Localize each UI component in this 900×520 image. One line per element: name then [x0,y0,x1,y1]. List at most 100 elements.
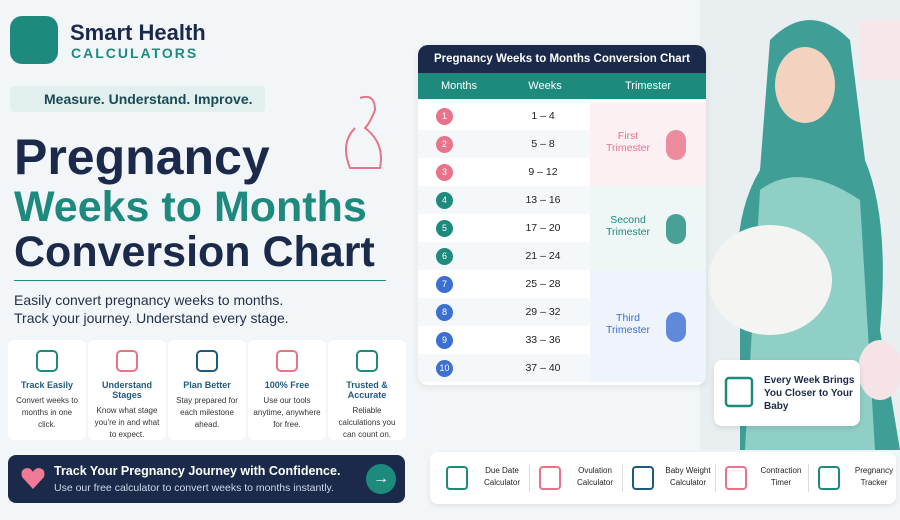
calendar [724,376,754,408]
tool-item[interactable]: Baby Weight Calculator [622,460,715,496]
brand-name: Smart Health [70,20,206,45]
pregnant-outline [345,95,382,169]
tool-item[interactable]: Ovulation Calculator [529,460,622,496]
table-title: Pregnancy Weeks to Months Conversion Cha… [418,45,706,73]
tool-divider [715,464,716,492]
month-number: 9 [436,332,453,349]
teddy [858,340,900,400]
heart-icon [21,468,45,489]
table-row: 1 1 – 4 [418,102,590,130]
tool-icon [632,466,654,490]
feature-title: Track Easily [20,380,74,390]
month-number: 3 [436,164,453,181]
table-row: 10 37 – 40 [418,354,590,382]
tool-item[interactable]: Due Date Calculator [436,460,529,496]
feature-icon [356,350,378,372]
feature-card: Trusted & Accurate Reliable calculations … [328,340,406,440]
month-number: 10 [436,360,453,377]
feature-text: Reliable calculations you can count on. [338,406,396,439]
tool-icon [725,466,747,490]
weeks-range: 13 – 16 [525,194,561,206]
feature-text: Convert weeks to months in one click. [16,396,78,429]
cta-banner: Track Your Pregnancy Journey with Confid… [8,455,405,503]
trimester-band [590,102,706,186]
photo-illustration [700,0,900,450]
logo [10,16,58,64]
promo-card: Every Week Brings You Closer to Your Bab… [714,360,860,426]
heart [21,468,45,489]
tool-label: Baby Weight Calculator [665,466,711,487]
calendar-icon [724,376,754,408]
title-line3: Conversion Chart [14,228,375,276]
divider [14,280,386,281]
table-row: 5 17 – 20 [418,214,590,242]
feature-icon [36,350,58,372]
month-number: 2 [436,136,453,153]
weeks-range: 17 – 20 [525,222,561,234]
feature-card: 100% Free Use our tools anytime, anywhere… [248,340,326,440]
weeks-range: 9 – 12 [528,166,558,178]
tools-bar: Due Date Calculator Ovulation Calculator B… [430,452,896,504]
weeks-range: 1 – 4 [531,110,555,122]
title-line2: Weeks to Months [14,183,367,231]
column-header: Months [418,73,500,99]
table-row: 3 9 – 12 [418,158,590,186]
trimester-label: First Trimester [606,130,650,154]
title-line1: Pregnancy [14,129,270,185]
trimester-figure [666,130,686,160]
weeks-range: 37 – 40 [525,362,561,374]
feature-text: Stay prepared for each milestone ahead. [176,396,238,429]
table-row: 7 25 – 28 [418,270,590,298]
cta-title: Track Your Pregnancy Journey with Confid… [54,464,341,478]
tool-divider [529,464,530,492]
trimester-band [590,186,706,270]
trimester-label: Second Trimester [606,214,650,238]
column-header: Weeks [500,73,590,99]
tool-label: Pregnancy Tracker [854,466,894,487]
weeks-range: 21 – 24 [525,250,561,262]
tool-label: Due Date Calculator [483,466,520,487]
feature-icon [116,350,138,372]
tool-icon [446,466,468,490]
table-row: 2 5 – 8 [418,130,590,158]
feature-icon [196,350,218,372]
feature-title: Trusted & Accurate [346,380,388,400]
tool-divider [808,464,809,492]
table-row: 4 13 – 16 [418,186,590,214]
face [775,47,835,123]
trimester-band [590,270,706,382]
promo-text: Every Week Brings You Closer to Your Bab… [764,375,855,412]
tool-label: Contraction Timer [760,466,802,487]
feature-card: Track Easily Convert weeks to months in o… [8,340,86,440]
feature-text: Use our tools anytime, anywhere for free… [253,396,321,429]
outline-path [345,95,382,169]
feature-title: Understand Stages [101,380,152,400]
feature-card: Understand Stages Know what stage you're … [88,340,166,440]
table-row: 8 29 – 32 [418,298,590,326]
feature-card: Plan Better Stay prepared for each milest… [168,340,246,440]
weeks-range: 29 – 32 [525,306,561,318]
description: Easily convert pregnancy weeks to months… [14,292,284,308]
feature-icon [276,350,298,372]
table-row: 9 33 – 36 [418,326,590,354]
tool-item[interactable]: Pregnancy Tracker [808,460,900,496]
wall-frame [860,20,900,80]
cta-text: Use our free calculator to convert weeks… [54,482,334,494]
badge: Measure. Understand. Improve. [10,86,265,112]
feature-title: Plan Better [183,380,231,390]
month-number: 5 [436,220,453,237]
column-header: Trimester [590,73,706,99]
conversion-table: Pregnancy Weeks to Months Conversion Cha… [418,45,706,385]
month-number: 4 [436,192,453,209]
tool-divider [622,464,623,492]
weeks-range: 33 – 36 [525,334,561,346]
feature-title: 100% Free [264,380,310,390]
cta-button[interactable]: → [366,464,396,494]
tool-item[interactable]: Contraction Timer [715,460,808,496]
weeks-range: 5 – 8 [531,138,555,150]
month-number: 8 [436,304,453,321]
weeks-range: 25 – 28 [525,278,561,290]
tool-label: Ovulation Calculator [576,466,613,487]
